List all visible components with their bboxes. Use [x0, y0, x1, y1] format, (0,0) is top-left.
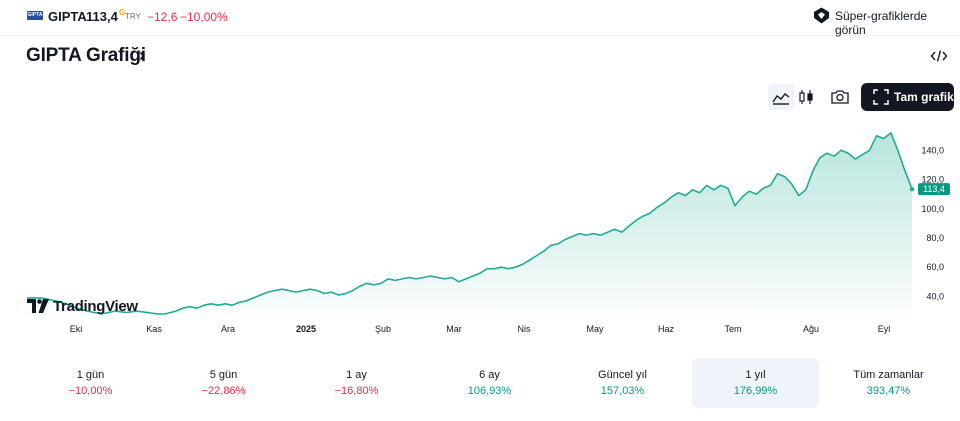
tradingview-logo-icon	[27, 299, 49, 313]
period-label: 5 gün	[209, 369, 238, 381]
last-price-tag	[918, 183, 950, 196]
period-change: −22,86%	[201, 385, 246, 397]
price-series-line	[27, 132, 913, 315]
y-tick-label: 80,0	[926, 233, 944, 243]
y-tick-label: 100,0	[921, 204, 944, 214]
chevron-right-icon[interactable]: ›	[139, 45, 145, 65]
price-flag-icon: G	[119, 8, 126, 17]
last-price: 113,4	[86, 9, 118, 24]
period-change: 393,47%	[866, 385, 911, 397]
x-tick-label: Kas	[146, 324, 162, 334]
period-change: −10,00%	[68, 385, 113, 397]
period-label: 1 ay	[346, 369, 367, 381]
snapshot-button[interactable]	[829, 84, 851, 110]
company-logo: GIPTA	[27, 11, 43, 20]
period-6-months[interactable]: 6 ay 106,93%	[426, 358, 553, 408]
x-tick-label: Şub	[375, 324, 391, 334]
period-year-to-date[interactable]: Güncel yıl 157,03%	[559, 358, 686, 408]
period-label: 1 gün	[76, 369, 105, 381]
period-label: Güncel yıl	[598, 369, 647, 381]
y-tick-label: 120,0	[921, 175, 944, 185]
price-chart[interactable]: 40,0 60,0 80,0 100,0 120,0 140,0 Eki Kas Ara 202…	[0, 118, 960, 340]
period-change: 157,03%	[600, 385, 645, 397]
page-title[interactable]: GIPTA Grafiği	[26, 45, 146, 66]
watermark-text: TradingView	[53, 298, 138, 315]
fullscreen-label: Tam grafik	[894, 90, 954, 104]
period-1-month[interactable]: 1 ay −16,80%	[293, 358, 420, 408]
code-embed-icon[interactable]	[930, 48, 948, 64]
period-1-day[interactable]: 1 gün −10,00%	[27, 358, 154, 408]
super-charts-icon[interactable]	[813, 7, 830, 24]
x-tick-label: Nis	[518, 324, 531, 334]
y-tick-label: 60,0	[926, 262, 944, 272]
period-change: 176,99%	[733, 385, 778, 397]
x-tick-label: Ağu	[803, 324, 819, 334]
price-change-percent: −10,00%	[180, 10, 228, 24]
candlestick-icon	[799, 90, 813, 104]
ticker-symbol[interactable]: GIPTA	[48, 9, 87, 24]
fullscreen-icon	[873, 89, 889, 105]
x-tick-label: Eki	[70, 324, 83, 334]
period-label: 6 ay	[479, 369, 500, 381]
last-price-tag-label: 113,4	[923, 184, 945, 194]
x-tick-label: Eyl	[878, 324, 891, 334]
price-area-fill	[27, 132, 912, 314]
symbol-header: GIPTA GIPTA 113,4 G TRY −12,6 −10,00% Sü…	[0, 0, 960, 37]
tradingview-watermark[interactable]: TradingView	[27, 297, 138, 317]
fullscreen-button[interactable]: Tam grafik	[861, 83, 954, 111]
period-label: Tüm zamanlar	[853, 369, 924, 381]
currency-label: TRY	[125, 12, 141, 21]
x-tick-label: 2025	[296, 324, 316, 334]
period-1-year[interactable]: 1 yıl 176,99%	[692, 358, 819, 408]
period-5-days[interactable]: 5 gün −22,86%	[160, 358, 287, 408]
super-charts-link[interactable]: Süper-grafiklerde görün	[835, 9, 928, 37]
x-tick-label: Haz	[658, 324, 675, 334]
period-performance-row: 1 gün −10,00% 5 gün −22,86% 1 ay −16,80%…	[27, 358, 953, 408]
area-chart-button[interactable]	[768, 84, 794, 110]
x-tick-label: Mar	[446, 324, 462, 334]
period-change: −16,80%	[334, 385, 379, 397]
x-tick-label: Ara	[221, 324, 235, 334]
y-tick-label: 140,0	[921, 145, 944, 155]
period-change: 106,93%	[467, 385, 512, 397]
camera-icon	[831, 90, 849, 104]
area-chart-icon	[772, 93, 790, 105]
price-change-absolute: −12,6	[147, 10, 178, 24]
period-label: 1 yıl	[745, 369, 766, 381]
last-point-marker	[909, 186, 915, 192]
x-tick-label: Tem	[724, 324, 741, 334]
period-all-time[interactable]: Tüm zamanlar 393,47%	[825, 358, 952, 408]
x-tick-label: May	[586, 324, 604, 334]
candlestick-chart-button[interactable]	[796, 84, 816, 110]
y-tick-label: 40,0	[926, 291, 944, 301]
